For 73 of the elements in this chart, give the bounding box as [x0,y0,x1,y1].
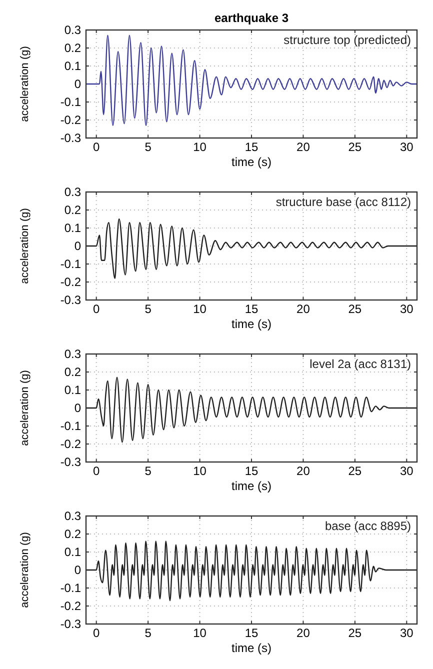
y-axis-title: acceleration (g) [19,208,31,284]
x-tick-label: 20 [296,302,310,316]
line-series [85,540,418,602]
y-tick-label: 0.3 [64,23,82,37]
x-tick-label: 5 [144,302,152,316]
line-series [85,376,418,443]
x-tick-label: 20 [296,464,310,478]
annotation: structure top (predicted) [284,33,411,47]
y-tick-label: 0 [74,563,82,577]
y-tick-label: 0 [74,401,82,415]
chart-title: earthquake 3 [214,11,289,25]
y-tick-label: 0.1 [64,545,82,559]
x-tick-label: 0 [93,302,100,316]
x-tick-label: 10 [193,626,207,640]
y-tick-label: 0.2 [64,527,82,541]
x-tick-label: 15 [244,464,258,478]
x-tick-label: 25 [348,302,362,316]
x-tick-label: 25 [348,626,362,640]
x-tick-label: 30 [400,302,414,316]
y-tick-label: -0.3 [60,293,82,307]
x-tick-label: 15 [244,140,258,154]
x-tick-label: 10 [193,140,207,154]
x-tick-label: 5 [144,464,152,478]
x-tick-label: 30 [400,626,414,640]
y-tick-label: -0.1 [60,419,82,433]
x-tick-label: 30 [400,140,414,154]
x-tick-label: 20 [296,626,310,640]
x-tick-label: 25 [348,464,362,478]
line-series [85,34,418,126]
x-tick-label: 25 [348,140,362,154]
y-tick-label: -0.3 [60,131,82,145]
x-tick-label: 10 [193,302,207,316]
x-tick-label: 5 [144,140,152,154]
x-axis-title: time (s) [232,317,272,331]
y-tick-label: 0.2 [64,203,82,217]
y-tick-label: 0.3 [64,185,82,199]
y-tick-label: -0.3 [60,455,82,469]
annotation: base (acc 8895) [324,519,411,533]
y-tick-label: -0.1 [60,581,82,595]
y-tick-label: -0.2 [60,437,82,451]
y-tick-label: 0 [74,239,82,253]
x-axis-title: time (s) [232,641,272,655]
x-tick-label: 15 [244,302,258,316]
x-axis-title: time (s) [232,479,272,493]
y-tick-label: -0.2 [60,275,82,289]
y-tick-label: -0.2 [60,599,82,613]
y-tick-label: 0.2 [64,41,82,55]
x-tick-label: 10 [193,464,207,478]
x-tick-label: 30 [400,464,414,478]
x-tick-label: 15 [244,626,258,640]
y-tick-label: 0 [74,77,82,91]
x-axis-title: time (s) [232,155,272,169]
y-tick-label: -0.3 [60,617,82,631]
y-tick-label: 0.3 [64,509,82,523]
x-tick-label: 0 [93,140,100,154]
line-series [85,218,418,279]
y-axis-title: acceleration (g) [19,370,31,446]
x-tick-label: 0 [93,464,100,478]
x-tick-label: 20 [296,140,310,154]
x-tick-label: 5 [144,626,152,640]
x-tick-label: 0 [93,626,100,640]
y-tick-label: -0.1 [60,95,82,109]
y-tick-label: 0.3 [64,347,82,361]
annotation: level 2a (acc 8131) [310,357,412,371]
y-axis-title: acceleration (g) [19,532,31,608]
y-tick-label: -0.2 [60,113,82,127]
y-tick-label: -0.1 [60,257,82,271]
annotation: structure base (acc 8112) [276,195,411,209]
y-tick-label: 0.1 [64,59,82,73]
y-tick-label: 0.1 [64,383,82,397]
y-tick-label: 0.1 [64,221,82,235]
y-axis-title: acceleration (g) [19,46,31,122]
y-tick-label: 0.2 [64,365,82,379]
